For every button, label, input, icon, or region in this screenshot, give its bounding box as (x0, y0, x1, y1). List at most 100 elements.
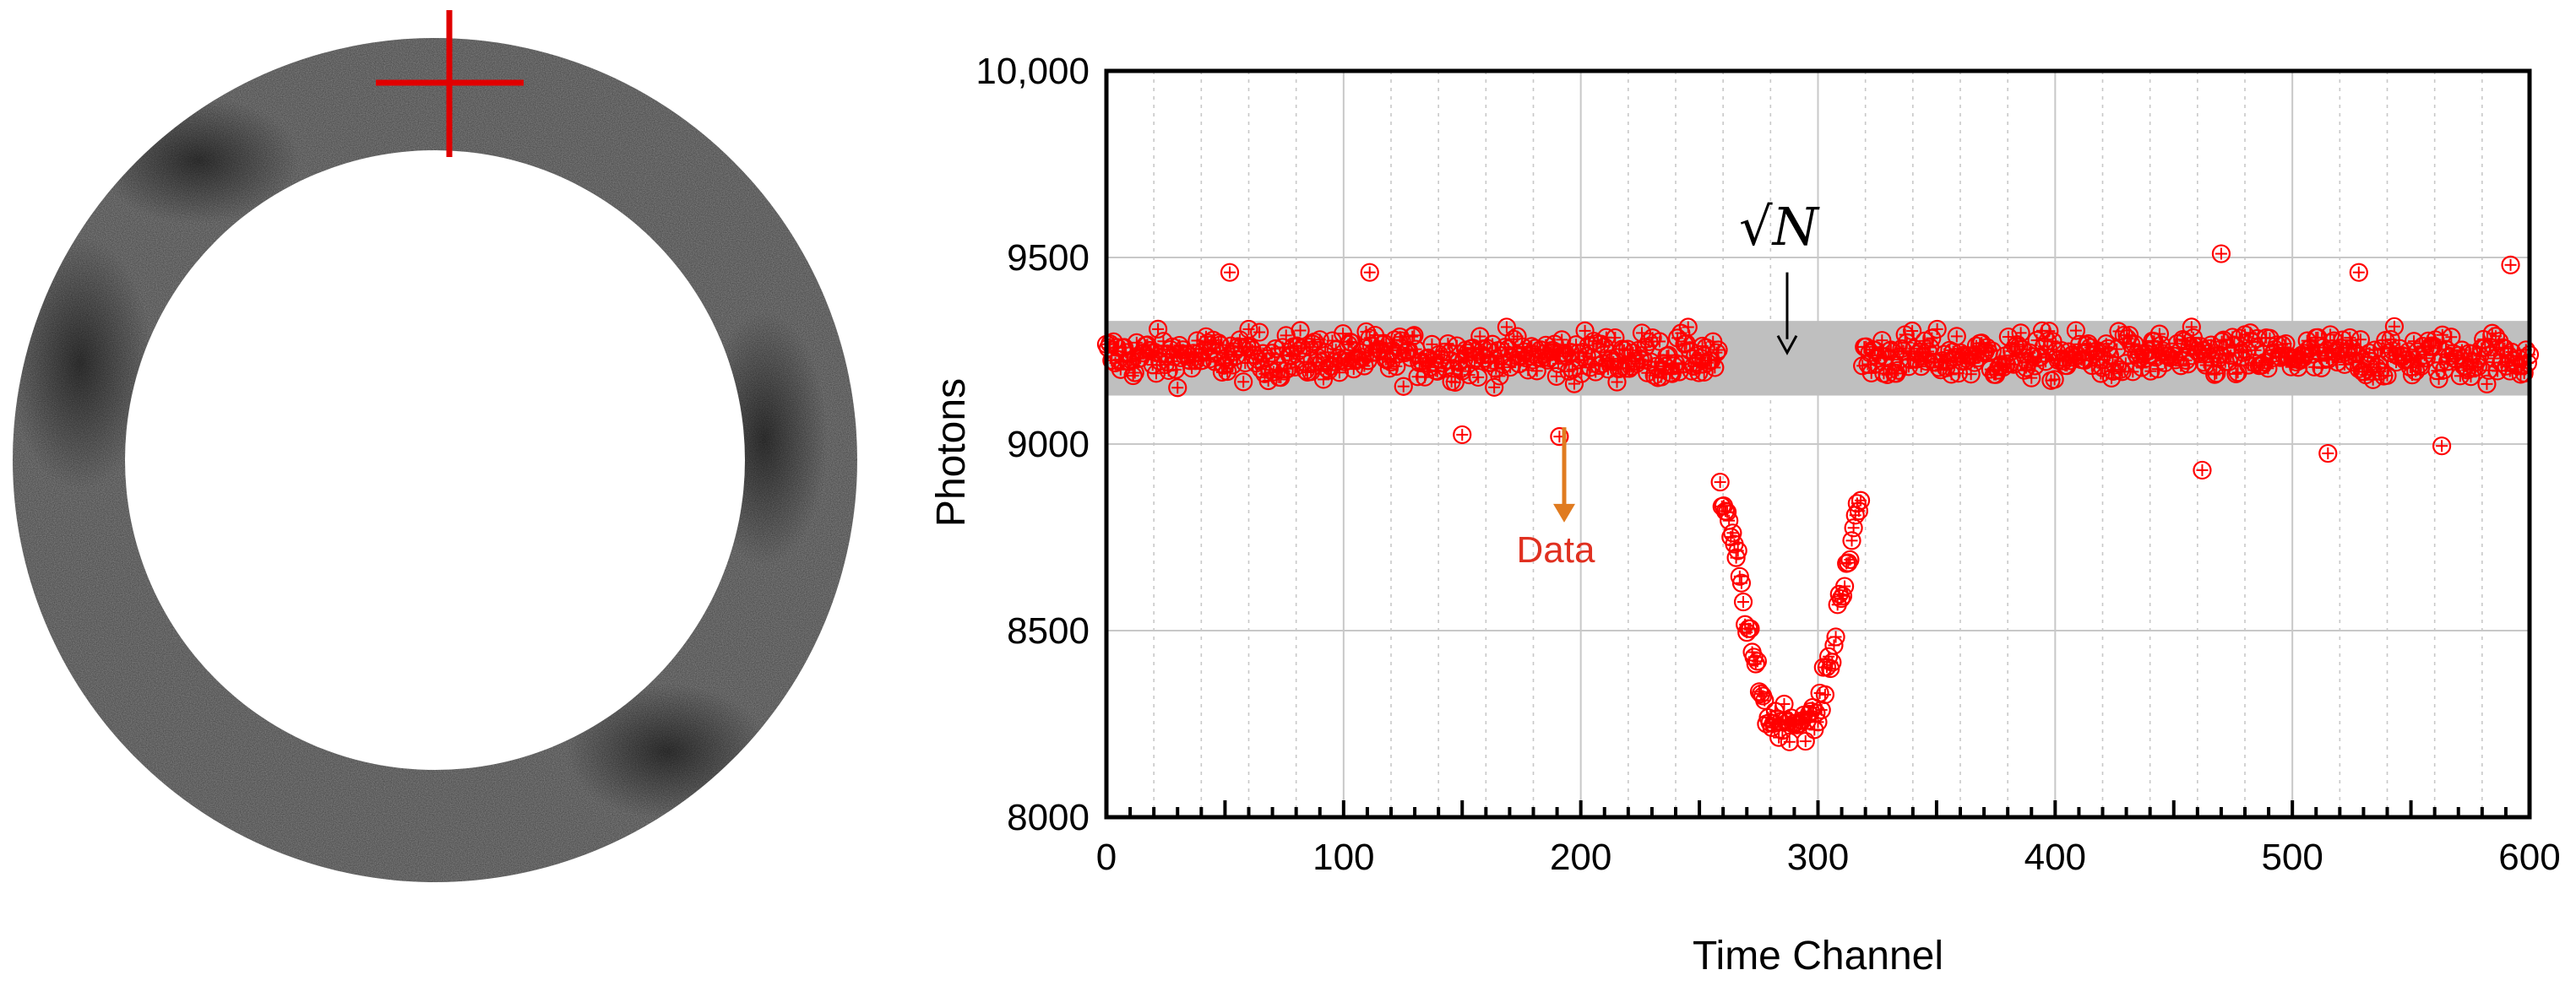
data-point (2043, 332, 2062, 351)
data-point (1403, 327, 1422, 346)
data-point (1490, 366, 1509, 386)
data-point (2211, 244, 2231, 263)
grid (1106, 71, 2530, 817)
tick-labels: 0 100 200 300 400 500 600 8000 8500 9000 9500 10,00… (976, 51, 2560, 878)
data-point (1947, 327, 1966, 346)
data-point (2148, 360, 2167, 379)
data-point (2193, 460, 2212, 480)
data-point (2477, 374, 2497, 393)
data-point (1833, 586, 1853, 605)
ring-image (0, 0, 887, 997)
sqrt-n-annotation-label: √N (1739, 196, 1821, 257)
data-point (1911, 357, 1931, 377)
data-point (1823, 653, 1842, 672)
data-point (2378, 366, 2397, 385)
data-point (2432, 436, 2452, 456)
y-axis-title: Photons (929, 378, 974, 527)
data-point (1815, 685, 1835, 705)
data-point (1808, 713, 1828, 732)
data-point (1453, 425, 1472, 445)
annotations: Data √N (1517, 196, 1821, 571)
data-point (1707, 343, 1726, 362)
chart: 0 100 200 300 400 500 600 8000 8500 9000 9500 10,00… (929, 51, 2561, 978)
data-point (1291, 321, 1310, 340)
x-tick-label: 0 (1096, 837, 1117, 878)
data-point (2022, 368, 2041, 387)
data-point (1168, 378, 1187, 398)
data-point (1733, 592, 1753, 612)
data-point (1220, 263, 1240, 282)
y-tick-label: 8000 (1007, 797, 1090, 838)
data-point (2350, 330, 2371, 349)
y-tick-label: 9000 (1007, 424, 1090, 465)
data-point (1849, 501, 1869, 521)
data-point (2182, 317, 2201, 337)
axis-ticks (1128, 800, 2508, 817)
data-point (1826, 627, 1845, 647)
data-point (2347, 344, 2367, 364)
data-point (1840, 550, 1860, 570)
data-point (2318, 443, 2338, 463)
data-point (1720, 511, 1739, 530)
data-point (1342, 333, 1361, 353)
data-point (1564, 374, 1584, 393)
sqrt-n-arrow-icon (1776, 272, 1798, 355)
data-point (1527, 361, 1546, 381)
data-point (1746, 654, 1765, 674)
data-point (1497, 317, 1517, 337)
data-point (1747, 652, 1767, 671)
y-tick-label: 10,000 (976, 51, 1090, 92)
data-point (1726, 548, 1746, 567)
data-point (1469, 367, 1488, 387)
data-point (2384, 317, 2405, 336)
data-point (1148, 319, 1168, 339)
x-tick-label: 200 (1550, 837, 1611, 878)
data-point (1723, 523, 1742, 543)
data-point (1961, 365, 1981, 384)
y-tick-label: 8500 (1007, 610, 1090, 652)
data-point (1250, 322, 1269, 342)
data-points (1096, 244, 2540, 751)
data-point (1834, 577, 1855, 596)
x-axis-title: Time Channel (1693, 934, 1943, 978)
data-point (1731, 573, 1752, 593)
data-point (2349, 263, 2368, 282)
data-point (1812, 700, 1831, 720)
data-point (2040, 322, 2059, 341)
ring-grain (0, 0, 887, 997)
data-point (2066, 321, 2086, 340)
data-point (1850, 490, 1871, 510)
data-point (1405, 326, 1424, 345)
data-point (1123, 366, 1143, 386)
data-point (1705, 358, 1725, 377)
data-point (2207, 364, 2226, 383)
data-point (1239, 319, 1258, 339)
data-point (1709, 340, 1728, 360)
x-tick-label: 400 (2024, 837, 2086, 878)
x-tick-label: 500 (2261, 837, 2323, 878)
data-point (1927, 319, 1947, 339)
y-tick-label: 9500 (1007, 237, 1090, 279)
data-arrow-icon (1553, 427, 1576, 523)
data-point (1780, 732, 1799, 751)
data-point (1394, 377, 1413, 396)
x-tick-label: 100 (1312, 837, 1374, 878)
data-point (1755, 691, 1774, 710)
data-point (2226, 364, 2246, 384)
data-point (1234, 372, 1253, 392)
data-point (1889, 360, 1908, 380)
x-tick-label: 600 (2498, 837, 2560, 878)
x-tick-label: 300 (1787, 837, 1849, 878)
data-point (1678, 317, 1698, 337)
data-point (1741, 619, 1760, 638)
crosshair-icon (376, 10, 524, 157)
data-point (2045, 370, 2064, 389)
data-point (1360, 263, 1379, 282)
data-annotation-label: Data (1517, 529, 1595, 571)
data-point (2011, 323, 2030, 343)
data-point (2501, 255, 2520, 274)
data-point (1710, 472, 1730, 492)
data-point (1796, 731, 1815, 751)
data-point (1839, 553, 1858, 572)
